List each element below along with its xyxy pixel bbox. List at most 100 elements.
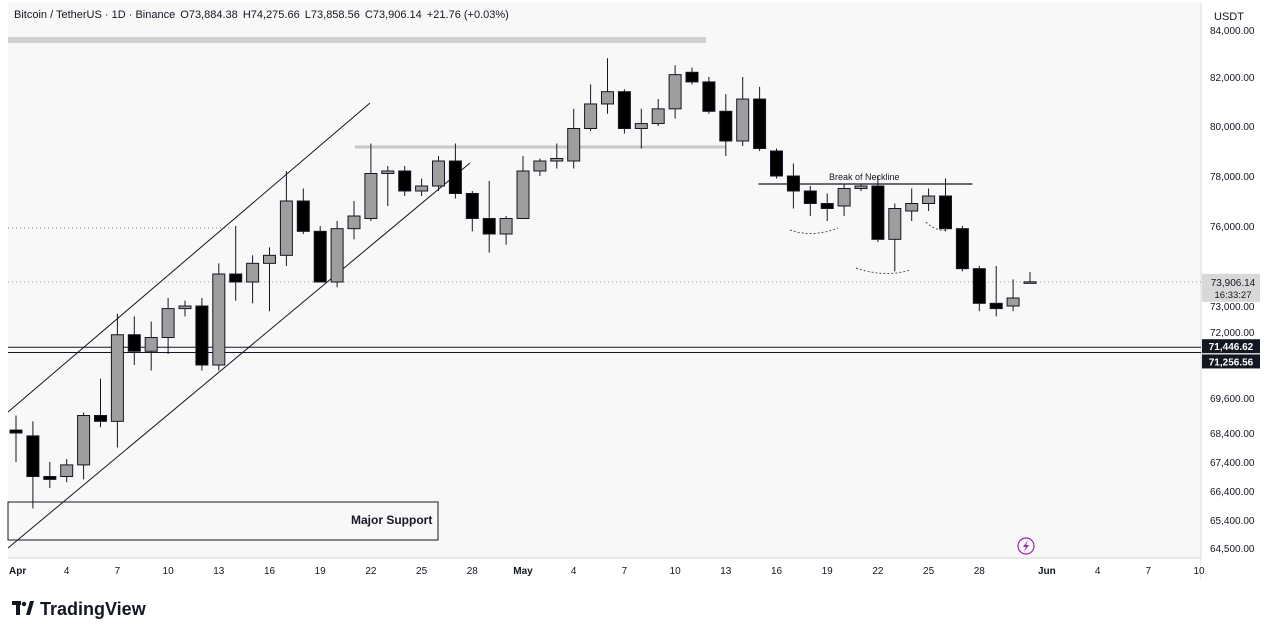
candle[interactable] [888,203,902,272]
candle-body [601,91,614,105]
time-tick-label: May [513,566,533,577]
ohlc-close: C73,906.14 [364,9,422,21]
channel-lower-line[interactable] [7,162,471,549]
candle[interactable] [127,316,141,365]
pullback-arrow [789,227,839,234]
candle[interactable] [246,255,260,304]
candle[interactable] [161,298,175,354]
candle[interactable] [939,178,952,232]
candle[interactable] [279,171,293,266]
candle[interactable] [364,143,378,222]
symbol-name[interactable]: Bitcoin / TetherUS · 1D · Binance [14,9,176,21]
time-tick-label: 25 [923,566,935,577]
candle[interactable] [550,143,564,169]
candle-body [347,215,361,230]
price-tick-label: 80,000.00 [1210,122,1255,133]
candle[interactable] [178,300,192,317]
candle[interactable] [651,99,665,126]
candle[interactable] [330,221,344,288]
candle[interactable] [601,58,614,114]
candle[interactable] [398,166,412,196]
candle[interactable] [955,226,969,272]
candle[interactable] [144,321,158,371]
candle[interactable] [263,247,276,312]
candle[interactable] [1006,279,1020,312]
candle[interactable] [9,415,23,463]
candle[interactable] [770,148,783,179]
candle[interactable] [634,108,648,149]
candle[interactable] [702,77,716,114]
symbol-header: Bitcoin / TetherUS · 1D · Binance O73,88… [14,9,511,21]
candle-body [736,98,750,142]
candle[interactable] [229,226,243,301]
channel-upper-line[interactable] [7,102,371,413]
candle[interactable] [736,77,750,146]
candle[interactable] [685,67,699,85]
candle[interactable] [516,156,530,219]
price-tick-label: 78,000.00 [1210,172,1255,183]
candle[interactable] [313,226,327,283]
candle[interactable] [972,266,986,312]
candle-body [9,429,23,434]
candle-body [212,273,226,366]
candle[interactable] [922,188,936,212]
candle[interactable] [296,188,310,235]
candle[interactable] [786,163,800,209]
candle[interactable] [26,421,40,509]
candle[interactable] [1023,271,1037,284]
candle-body [871,185,885,240]
candle[interactable] [668,65,682,119]
candle[interactable] [905,188,919,222]
candle[interactable] [77,412,91,480]
candle[interactable] [854,183,868,192]
time-tick-label: 16 [264,566,276,577]
candle-body [296,200,310,232]
candle-body [110,334,124,422]
candle-body [905,203,919,212]
candle[interactable] [753,86,767,151]
candle[interactable] [499,216,513,245]
major-support-box[interactable] [7,501,439,541]
candle[interactable] [871,176,885,242]
candle[interactable] [381,166,395,206]
candle[interactable] [533,158,547,177]
candle-body [634,123,648,130]
candle[interactable] [482,181,496,253]
candle-body [567,128,581,162]
candle[interactable] [584,84,598,131]
candle[interactable] [837,183,851,217]
candle-body [617,91,631,129]
currency-selector[interactable]: USDT [1214,11,1244,23]
candle[interactable] [448,143,462,199]
candle[interactable] [465,191,479,232]
tradingview-logo[interactable]: TradingView [12,599,146,620]
candle-body [94,415,107,422]
candle[interactable] [617,89,631,134]
price-tick-label: 72,000.00 [1210,328,1255,339]
time-tick-label: 10 [670,566,682,577]
candle[interactable] [347,201,361,240]
candle[interactable] [567,108,581,169]
candle[interactable] [820,193,834,222]
candle[interactable] [432,156,445,191]
candle[interactable] [803,186,817,216]
candle[interactable] [415,178,429,197]
candle[interactable] [60,459,74,483]
time-tick-label: 13 [720,566,732,577]
candle[interactable] [719,94,733,156]
candle[interactable] [195,298,209,371]
candle[interactable] [94,378,107,428]
level-price-label-text: 71,446.62 [1209,342,1254,353]
candle[interactable] [989,266,1003,317]
candle[interactable] [110,313,124,448]
level-price-label-bg [1202,354,1260,369]
lightning-icon[interactable] [1017,537,1035,555]
candle-body [719,110,733,142]
candle-body [161,308,175,339]
candle[interactable] [43,462,57,489]
candle[interactable] [212,263,226,371]
retest-arrow [855,267,911,274]
